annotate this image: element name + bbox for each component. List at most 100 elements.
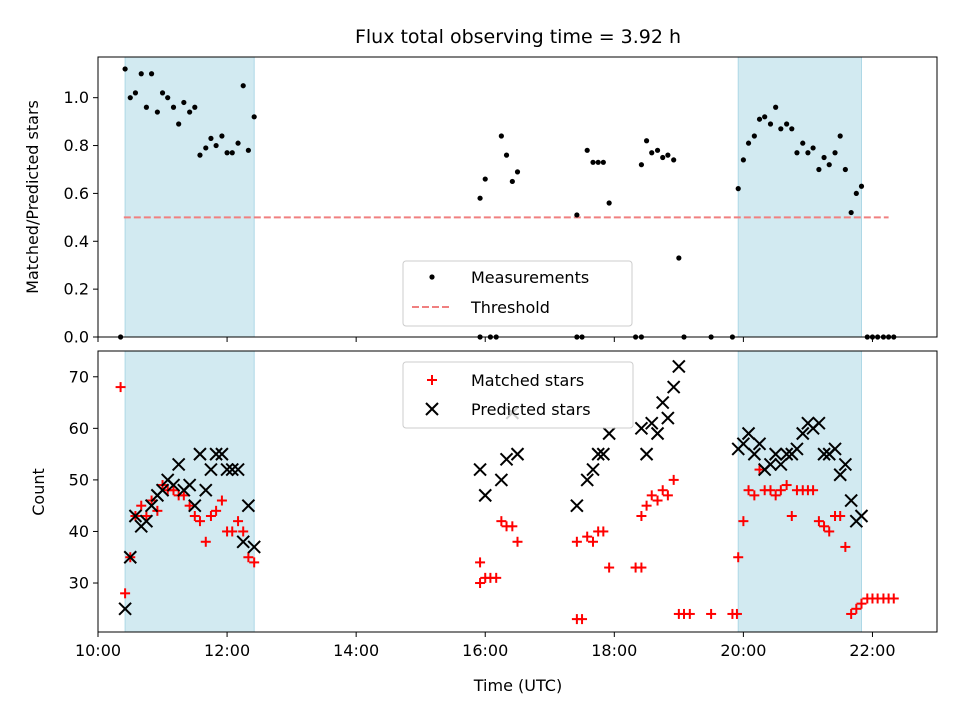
predicted-point-1 bbox=[123, 550, 137, 564]
matched-point-39 bbox=[588, 536, 599, 547]
x-tick-label-5: 20:00 bbox=[720, 641, 766, 660]
predicted-point-65 bbox=[838, 457, 853, 472]
matched-point-60 bbox=[743, 485, 754, 496]
measurement-point-72 bbox=[821, 154, 827, 161]
predicted-point-30 bbox=[510, 447, 525, 461]
predicted-point-b-14 bbox=[193, 447, 207, 461]
measurement-point-56 bbox=[735, 186, 741, 192]
matched-point-18 bbox=[211, 505, 222, 516]
measurement-point-64 bbox=[778, 126, 784, 132]
measurement-point-48 bbox=[654, 147, 661, 153]
top-y-axis-label: Matched/Predicted stars bbox=[23, 100, 42, 294]
predicted-point-b-65 bbox=[838, 457, 853, 472]
matched-point-46 bbox=[641, 500, 652, 511]
matched-point-14 bbox=[189, 510, 200, 521]
matched-point-24 bbox=[243, 552, 254, 563]
measurement-point-63 bbox=[773, 104, 779, 110]
predicted-point-b-61 bbox=[817, 447, 831, 461]
matched-point-31 bbox=[496, 516, 507, 527]
predicted-point-46 bbox=[736, 437, 751, 451]
predicted-point-48 bbox=[747, 447, 762, 461]
predicted-point-7 bbox=[155, 483, 170, 497]
x-tick-label-3: 16:00 bbox=[462, 641, 508, 660]
predicted-point-54 bbox=[779, 447, 794, 461]
measurement-point-66 bbox=[789, 126, 795, 132]
predicted-point-b-60 bbox=[812, 416, 826, 430]
predicted-point-b-1 bbox=[123, 550, 137, 564]
measurement-point-1 bbox=[122, 66, 128, 72]
measurement-point-20 bbox=[224, 150, 230, 156]
predicted-point-34 bbox=[591, 447, 605, 461]
measurement-point-13 bbox=[187, 109, 193, 115]
predicted-point-b-40 bbox=[650, 426, 665, 441]
measurement-point-78 bbox=[853, 190, 859, 197]
predicted-point-b-32 bbox=[580, 473, 594, 487]
measurement-point-47 bbox=[649, 150, 655, 156]
bottom-x-ticks: 10:00 12:00 14:00 16:00 18:00 20:00 22:00 bbox=[75, 632, 896, 660]
y-tick-label-3: 60 bbox=[69, 419, 89, 438]
predicted-point-60 bbox=[812, 416, 826, 430]
measurement-point-17 bbox=[208, 135, 214, 141]
predicted-point-b-39 bbox=[645, 416, 659, 430]
predicted-point-b-2 bbox=[128, 509, 143, 523]
shaded-interval-1 bbox=[738, 351, 862, 632]
measurement-point-45 bbox=[638, 162, 645, 168]
matched-point-51 bbox=[668, 474, 679, 485]
matched-point-77 bbox=[835, 510, 846, 521]
predicted-point-b-31 bbox=[570, 498, 584, 513]
predicted-point-18 bbox=[215, 447, 229, 461]
measurement-point-10 bbox=[170, 104, 177, 110]
predicted-point-26 bbox=[478, 488, 492, 503]
measurement-point-24 bbox=[245, 147, 251, 153]
measurement-point-22 bbox=[235, 140, 241, 146]
measurement-point-11 bbox=[176, 121, 182, 127]
top-shaded-intervals bbox=[124, 57, 862, 337]
predicted-point-63 bbox=[828, 442, 842, 456]
matched-point-44 bbox=[636, 562, 647, 573]
measurement-point-38 bbox=[584, 147, 590, 153]
predicted-point-b-28 bbox=[499, 452, 514, 466]
predicted-point-b-9 bbox=[166, 478, 181, 492]
measurement-point-76 bbox=[842, 166, 848, 173]
predicted-point-68 bbox=[854, 509, 869, 523]
matched-point-19 bbox=[216, 495, 227, 506]
top-y-ticks: 0.0 0.2 0.4 0.6 0.8 1.0 bbox=[64, 88, 98, 347]
predicted-point-b-15 bbox=[199, 483, 213, 497]
x-tick-label-4: 18:00 bbox=[591, 641, 637, 660]
predicted-point-9 bbox=[166, 478, 181, 492]
predicted-point-33 bbox=[586, 462, 600, 477]
predicted-point-b-48 bbox=[747, 447, 762, 461]
matched-point-45 bbox=[636, 510, 647, 521]
matched-point-67 bbox=[781, 480, 792, 491]
bottom-legend: Matched stars Predicted stars bbox=[402, 361, 634, 429]
predicted-point-64 bbox=[833, 468, 847, 482]
y-tick-label-4: 70 bbox=[69, 367, 89, 386]
predicted-point-4 bbox=[139, 514, 154, 528]
matched-point-57 bbox=[731, 608, 742, 619]
bottom-legend-box bbox=[402, 361, 634, 429]
predicted-point-2 bbox=[128, 509, 143, 523]
measurement-point-39 bbox=[590, 159, 596, 165]
matched-point-81 bbox=[856, 598, 867, 609]
matched-point-5 bbox=[141, 510, 152, 521]
predicted-point-b-49 bbox=[752, 437, 767, 451]
predicted-point-b-13 bbox=[188, 498, 202, 513]
measurement-point-9 bbox=[165, 95, 171, 101]
predicted-point-52 bbox=[768, 447, 783, 461]
predicted-point-b-51 bbox=[763, 457, 778, 472]
measurement-point-46 bbox=[643, 138, 650, 144]
predicted-point-47 bbox=[741, 426, 756, 441]
predicted-point-b-47 bbox=[741, 426, 756, 441]
predicted-point-12 bbox=[182, 478, 197, 492]
predicted-point-25 bbox=[473, 462, 487, 477]
matched-point-25 bbox=[249, 557, 260, 568]
predicted-point-24 bbox=[247, 540, 261, 554]
y-tick-label-5: 1.0 bbox=[64, 88, 89, 107]
predicted-point-23 bbox=[241, 498, 256, 513]
matched-point-79 bbox=[846, 608, 857, 619]
matched-point-33 bbox=[507, 521, 518, 532]
predicted-point-b-46 bbox=[736, 437, 751, 451]
predicted-point-17 bbox=[209, 447, 223, 461]
predicted-point-b-27 bbox=[494, 473, 509, 487]
measurement-point-69 bbox=[805, 150, 811, 156]
